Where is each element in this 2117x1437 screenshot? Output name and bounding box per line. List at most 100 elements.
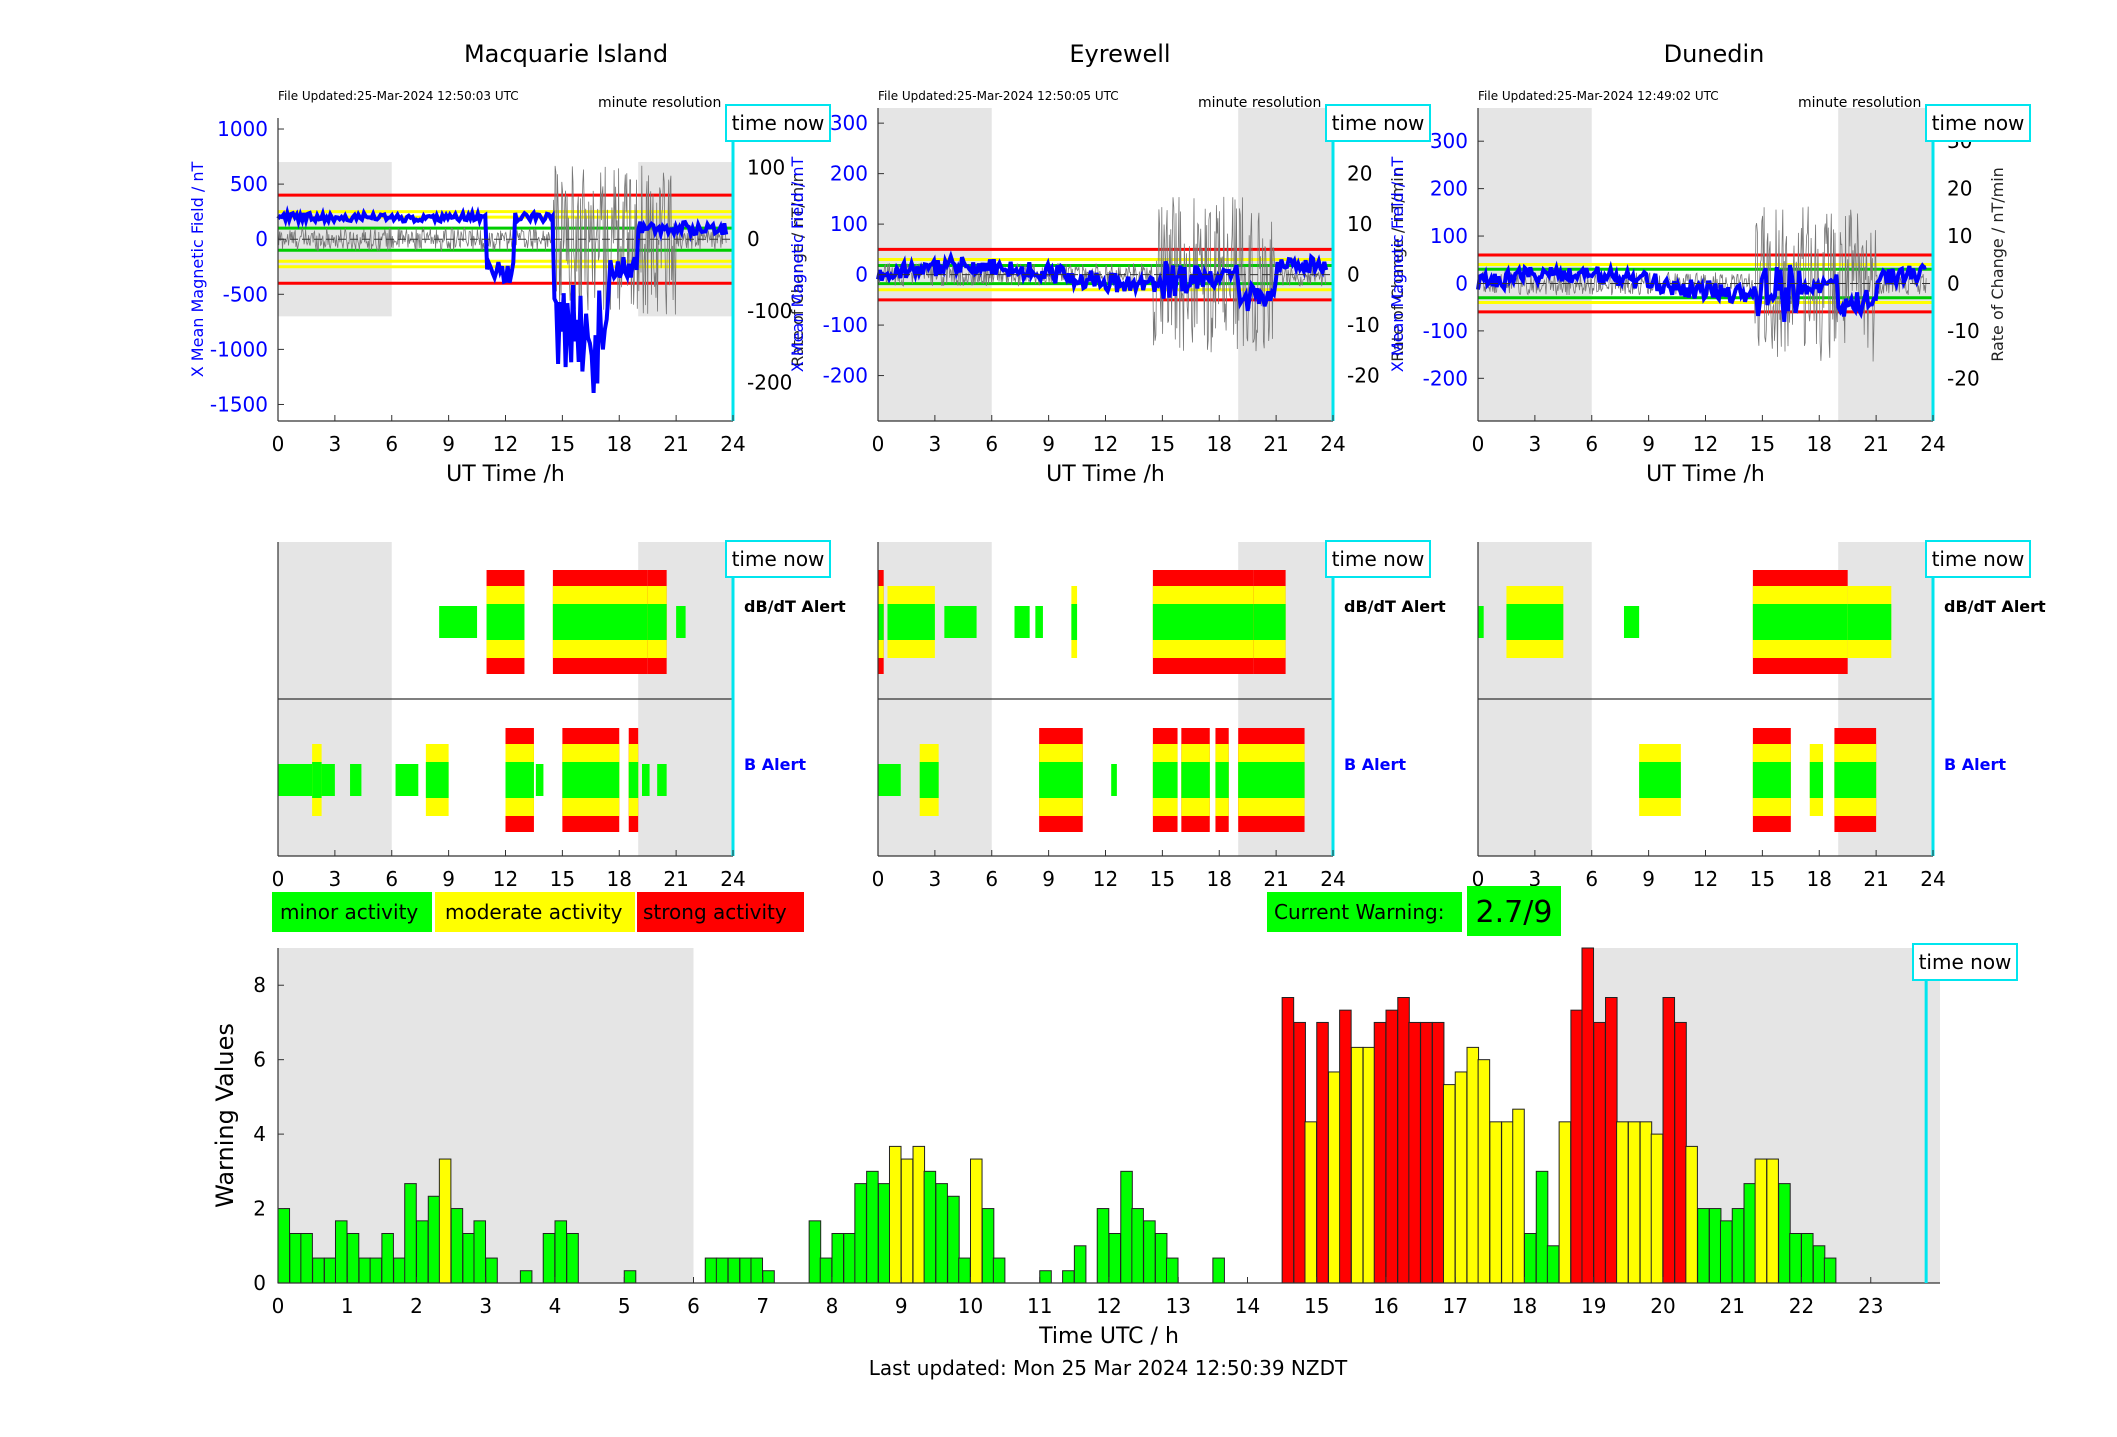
station-title-macquarie: Macquarie Island [464, 40, 668, 68]
warning-bar [323, 1257, 337, 1284]
warning-bar [992, 1257, 1006, 1284]
b-alert-bar-minor [1039, 762, 1083, 798]
warning-bar [1385, 1009, 1399, 1284]
right-tick-label: -200 [747, 370, 792, 394]
warning-bar [1743, 1183, 1757, 1284]
x-tick-label: 6 [385, 432, 398, 456]
x-tick-label: 21 [1863, 867, 1888, 891]
x-tick-label: 15 [1304, 1294, 1329, 1318]
warning-bar [1558, 1121, 1572, 1284]
time-now-box [725, 540, 831, 578]
warning-bar [1605, 997, 1618, 1284]
x-tick-label: 21 [1263, 432, 1288, 456]
b-alert-bar-minor [1215, 762, 1229, 798]
warning-bar [1165, 1257, 1179, 1284]
x-tick-label: 18 [1512, 1294, 1537, 1318]
warning-bar [346, 1232, 360, 1284]
warning-bar [1039, 1270, 1052, 1284]
y-tick-label: -100 [823, 313, 868, 337]
warning-bar [1708, 1208, 1722, 1284]
b-alert-label: B Alert [1344, 755, 1406, 774]
b-alert-bar-minor [535, 764, 544, 796]
warning-bar [1801, 1232, 1814, 1284]
warning-bar [1154, 1232, 1168, 1284]
x-tick-label: 16 [1373, 1294, 1398, 1318]
right-tick-label: 0 [747, 227, 760, 251]
right-tick-label: -20 [1947, 366, 1980, 390]
dbdt-alert-bar-minor [887, 604, 935, 640]
magnetic-field-panel-eyrewell: 3002001000-100-2003020100-10-20036912151… [788, 104, 1431, 487]
warning-bar [843, 1232, 856, 1284]
x-tick-label: 24 [720, 867, 745, 891]
legend-moderate-label: moderate activity [445, 900, 623, 924]
b-alert-bar-minor [350, 764, 362, 796]
y-axis-title: X Mean Magnetic Field / nT [188, 162, 207, 378]
x-tick-label: 18 [607, 867, 632, 891]
warning-bar [923, 1170, 937, 1284]
alert-panel-macquarie: 0 3 6 9 12 15 18 21 24 dB/dT Alert B Alert time now [272, 540, 846, 891]
x-tick-label: 10 [958, 1294, 983, 1318]
warning-bar [623, 1270, 637, 1284]
dbdt-alert-bar-minor [1847, 604, 1892, 640]
x-tick-label: 20 [1650, 1294, 1675, 1318]
alert-panel-eyrewell: 0 3 6 9 12 15 18 21 24 dB/dT Alert B Alert time now [872, 540, 1446, 891]
dbdt-alert-bar-minor [647, 604, 667, 640]
warning-bar [542, 1232, 556, 1284]
warning-bar [900, 1158, 914, 1284]
x-tick-label: 6 [385, 867, 398, 891]
y-tick-label: 0 [1455, 271, 1468, 295]
current-warning-value-box [1467, 886, 1561, 936]
x-tick-label: 18 [1207, 432, 1232, 456]
b-alert-label: B Alert [744, 755, 806, 774]
b-alert-bar-minor [395, 764, 419, 796]
warning-bar [1466, 1046, 1480, 1284]
warning-bar [704, 1257, 718, 1284]
right-axis-title: Rate of Change / nT/min [788, 172, 807, 367]
x-tick-label: 5 [618, 1294, 631, 1318]
minute-resolution-eyrewell: minute resolution [1198, 95, 1321, 111]
warning-bar [1501, 1121, 1514, 1284]
x-tick-label: 11 [1027, 1294, 1052, 1318]
x-tick-label: 24 [1920, 867, 1945, 891]
warning-bar [1120, 1170, 1133, 1284]
y-tick-label: 8 [253, 973, 266, 997]
time-now-label: time now [1932, 547, 2025, 571]
b-alert-bar-minor [628, 762, 639, 798]
right-tick-label: 100 [747, 156, 785, 180]
current-warning-value: 2.7/9 [1476, 895, 1553, 930]
b-alert-label: B Alert [1944, 755, 2006, 774]
x-tick-label: 2 [410, 1294, 423, 1318]
x-tick-label: 24 [1920, 432, 1945, 456]
x-tick-label: 3 [479, 1294, 492, 1318]
warning-bar [1593, 1021, 1606, 1284]
y-tick-label: -100 [1423, 319, 1468, 343]
warning-bar [1581, 947, 1595, 1284]
warning-bar [854, 1183, 867, 1284]
x-tick-label: 0 [272, 432, 285, 456]
x-tick-label: 12 [1093, 867, 1118, 891]
dbdt-alert-bar-minor [878, 604, 884, 640]
b-alert-bar-minor [562, 762, 620, 798]
warning-bar [393, 1257, 406, 1284]
x-tick-label: 3 [329, 432, 342, 456]
warning-bar [1627, 1121, 1641, 1284]
b-alert-bar-minor [657, 764, 667, 796]
x-tick-label: 23 [1858, 1294, 1883, 1318]
warning-bar [1674, 1021, 1687, 1284]
time-now-box [1925, 104, 2031, 142]
file-updated-macquarie: File Updated:25-Mar-2024 12:50:03 UTC [278, 89, 519, 103]
minute-resolution-macquarie: minute resolution [598, 95, 721, 111]
dbdt-alert-label: dB/dT Alert [744, 597, 846, 616]
x-tick-label: 21 [1720, 1294, 1745, 1318]
x-tick-label: 24 [720, 432, 745, 456]
y-tick-label: 1000 [217, 117, 268, 141]
y-axis-title: Warning Values [211, 1023, 239, 1208]
warning-bar [715, 1257, 729, 1284]
warning-bar [877, 1183, 891, 1284]
x-tick-label: 9 [1042, 432, 1055, 456]
x-axis-title: Time UTC / h [1038, 1324, 1179, 1349]
right-axis-title: Rate of Change / nT/min [1988, 167, 2007, 362]
